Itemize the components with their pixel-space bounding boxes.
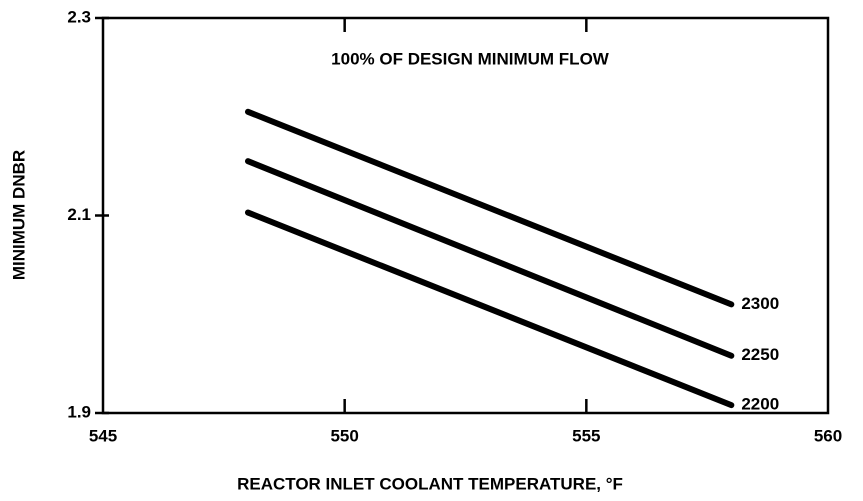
x-tick-label: 545	[89, 426, 117, 445]
series-label: 2250	[741, 345, 779, 364]
series-line	[245, 209, 735, 409]
series-line	[245, 108, 735, 308]
x-tick-label: 550	[330, 426, 358, 445]
y-axis-label: MINIMUM DNBR	[9, 150, 28, 280]
x-tick-label: 555	[572, 426, 600, 445]
series-label: 2200	[741, 395, 779, 414]
y-tick-label: 2.1	[67, 205, 91, 224]
series-label: 2300	[741, 294, 779, 313]
chart-title: 100% OF DESIGN MINIMUM FLOW	[331, 49, 610, 68]
y-tick-label: 2.3	[67, 7, 91, 26]
series-line	[245, 158, 735, 359]
x-tick-label: 560	[814, 426, 842, 445]
y-tick-label: 1.9	[67, 402, 91, 421]
x-axis-label: REACTOR INLET COOLANT TEMPERATURE, °F	[237, 474, 623, 493]
